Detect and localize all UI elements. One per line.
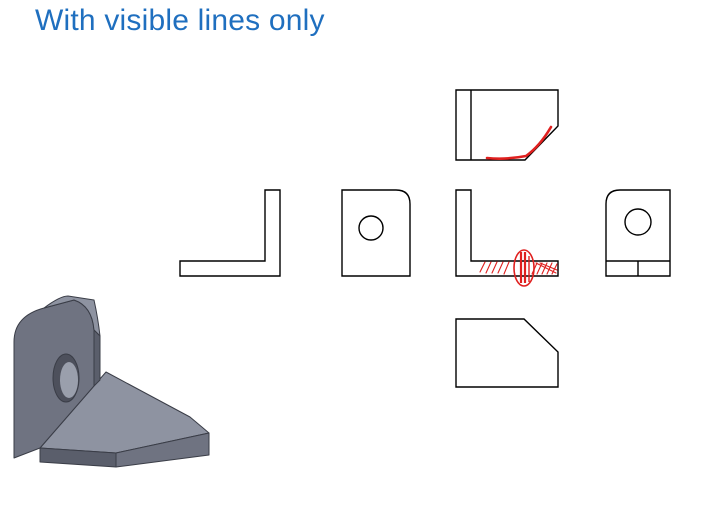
slide-title: With visible lines only xyxy=(35,4,325,37)
front-view xyxy=(455,189,559,277)
top-view xyxy=(455,89,559,161)
isometric-view xyxy=(13,295,210,468)
missing-curve-mark xyxy=(485,125,553,160)
left-side-view xyxy=(605,189,671,277)
right-side-view xyxy=(179,189,281,277)
rear-view xyxy=(341,189,411,277)
missing-edge-hatching xyxy=(479,261,558,275)
bottom-view xyxy=(455,318,559,388)
missing-edge-circle xyxy=(513,249,535,287)
